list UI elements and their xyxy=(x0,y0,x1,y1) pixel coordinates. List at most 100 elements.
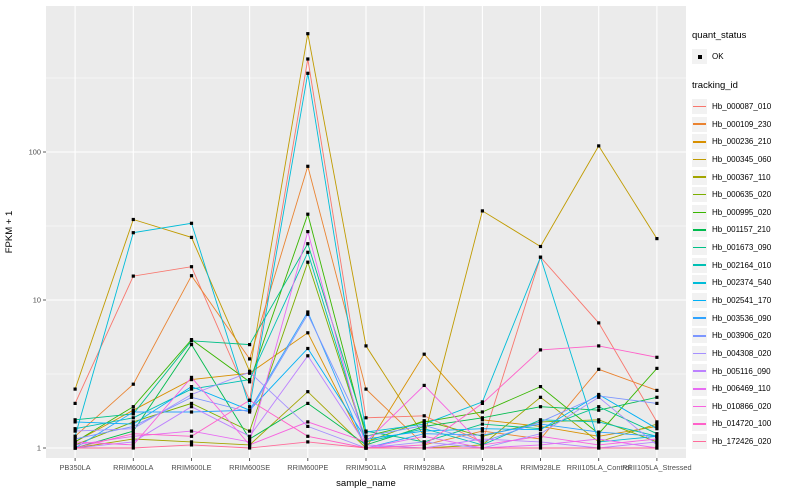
legend-item-ok: OK xyxy=(692,48,798,66)
series-color-key-icon xyxy=(692,363,707,379)
data-point xyxy=(655,355,659,359)
tracking-legend-items: Hb_000087_010 Hb_000109_230 Hb_000236_210 H… xyxy=(692,98,798,451)
x-tick-label: RRIM600LA xyxy=(113,463,153,472)
data-point xyxy=(538,440,543,444)
y-axis-title: FPKM + 1 xyxy=(4,211,15,254)
data-point xyxy=(131,429,135,433)
legend-item-label: Hb_003536_090 xyxy=(712,313,772,323)
data-point xyxy=(306,420,310,424)
data-point xyxy=(480,416,484,420)
data-point xyxy=(248,380,252,384)
data-point xyxy=(655,434,659,438)
data-point xyxy=(655,432,659,436)
data-point xyxy=(655,422,659,426)
y-tick-label: 100 xyxy=(29,148,41,157)
data-point xyxy=(73,443,77,447)
data-point xyxy=(306,260,310,264)
data-point xyxy=(73,437,77,441)
legend-item-Hb_010866_020: Hb_010866_020 xyxy=(692,398,798,416)
legend-item-label: Hb_003906_020 xyxy=(712,331,772,341)
data-point xyxy=(480,429,484,433)
legend-item-Hb_000995_020: Hb_000995_020 xyxy=(692,203,798,221)
data-point xyxy=(248,370,252,374)
data-point xyxy=(422,440,426,444)
legend-item-Hb_006469_110: Hb_006469_110 xyxy=(692,380,798,398)
data-point xyxy=(422,414,426,418)
data-point xyxy=(131,274,135,278)
data-point xyxy=(480,401,484,405)
data-point xyxy=(480,437,484,441)
data-point xyxy=(131,443,135,447)
data-point xyxy=(422,446,426,450)
data-point xyxy=(248,357,252,361)
data-point xyxy=(131,231,135,235)
data-point xyxy=(655,424,659,428)
legend-item-Hb_000345_060: Hb_000345_060 xyxy=(692,151,798,169)
legend-item-Hb_000635_020: Hb_000635_020 xyxy=(692,186,798,204)
x-tick-label: PB350LA xyxy=(59,463,90,472)
data-point xyxy=(306,346,310,351)
data-point xyxy=(306,212,310,216)
legend-item-Hb_172426_020: Hb_172426_020 xyxy=(692,433,798,451)
data-point xyxy=(538,420,543,424)
legend-item-Hb_004308_020: Hb_004308_020 xyxy=(692,345,798,363)
data-point xyxy=(306,390,310,394)
legend-item-Hb_000367_110: Hb_000367_110 xyxy=(692,168,798,186)
data-point xyxy=(422,423,426,428)
data-point xyxy=(73,427,77,431)
data-point xyxy=(189,378,194,382)
series-color-key-icon xyxy=(692,381,707,397)
data-point xyxy=(538,422,543,426)
data-point xyxy=(131,416,135,420)
data-point xyxy=(655,366,659,370)
legend-item-Hb_001673_090: Hb_001673_090 xyxy=(692,239,798,257)
data-point xyxy=(189,429,194,433)
data-point xyxy=(131,434,135,438)
data-point xyxy=(364,443,368,447)
series-color-key-icon xyxy=(692,169,707,185)
data-point xyxy=(655,401,659,405)
legend-item-Hb_001157_210: Hb_001157_210 xyxy=(692,221,798,239)
legend-item-label: Hb_172426_020 xyxy=(712,437,772,447)
data-point xyxy=(538,424,543,428)
x-tick-label: RRII105LA_Control xyxy=(567,463,631,472)
data-point xyxy=(597,434,601,438)
legend-item-label: Hb_001673_090 xyxy=(712,243,772,253)
data-point xyxy=(189,235,194,239)
series-color-key-icon xyxy=(692,293,707,308)
y-tick-label: 1 xyxy=(37,444,41,453)
data-point xyxy=(480,433,484,437)
data-point xyxy=(538,395,543,399)
data-point xyxy=(189,395,194,399)
data-point xyxy=(131,410,135,414)
data-point xyxy=(131,422,135,426)
data-point xyxy=(538,432,543,436)
data-point xyxy=(597,443,601,447)
series-color-key-icon xyxy=(692,328,707,344)
data-point xyxy=(422,427,426,431)
x-tick-label: RRIM928BA xyxy=(404,463,445,472)
data-point xyxy=(131,217,135,222)
data-point xyxy=(189,443,194,447)
data-point xyxy=(538,443,543,447)
legend-item-Hb_002374_540: Hb_002374_540 xyxy=(692,274,798,292)
legend-item-Hb_003906_020: Hb_003906_020 xyxy=(692,327,798,345)
data-point xyxy=(248,429,252,433)
data-point xyxy=(538,405,543,409)
series-color-key-icon xyxy=(692,398,707,414)
data-point xyxy=(73,401,77,405)
data-point xyxy=(597,437,601,441)
legend-item-label: Hb_000995_020 xyxy=(712,207,772,217)
data-point xyxy=(248,398,252,402)
data-point xyxy=(655,237,659,241)
data-point xyxy=(248,437,252,441)
data-point xyxy=(306,434,310,438)
data-point xyxy=(597,418,601,422)
legend-title-tracking-id: tracking_id xyxy=(692,79,738,91)
legend-item-label: Hb_006469_110 xyxy=(712,384,771,394)
data-point xyxy=(422,429,426,433)
data-point xyxy=(306,164,310,168)
data-point xyxy=(248,446,252,450)
legend: quant_status OK tracking_id Hb_000087_01… xyxy=(692,30,798,450)
